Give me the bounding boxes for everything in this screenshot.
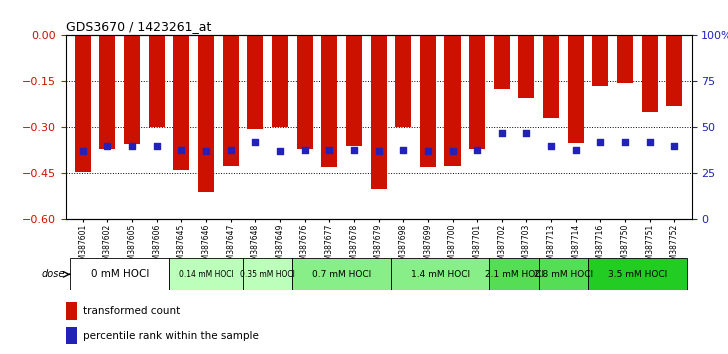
Point <box>200 149 212 154</box>
Bar <box>666 35 682 106</box>
Point <box>496 130 507 136</box>
Point <box>373 149 384 154</box>
Bar <box>321 35 337 167</box>
Text: 1.4 mM HOCl: 1.4 mM HOCl <box>411 270 470 279</box>
Bar <box>593 35 609 86</box>
Bar <box>248 35 264 129</box>
Point <box>225 147 237 152</box>
Point <box>422 149 434 154</box>
Point <box>77 149 89 154</box>
Bar <box>445 35 461 166</box>
Bar <box>75 35 91 172</box>
Point <box>298 147 310 152</box>
Bar <box>198 35 214 192</box>
Text: GDS3670 / 1423261_at: GDS3670 / 1423261_at <box>66 20 211 33</box>
Bar <box>243 258 292 290</box>
Point <box>595 139 606 145</box>
Text: 0.7 mM HOCl: 0.7 mM HOCl <box>312 270 371 279</box>
Bar <box>272 35 288 127</box>
Point <box>447 149 459 154</box>
Bar <box>518 35 534 98</box>
Text: percentile rank within the sample: percentile rank within the sample <box>83 331 259 341</box>
Bar <box>149 35 165 127</box>
Point <box>102 143 114 149</box>
Bar <box>66 327 76 344</box>
Bar <box>292 258 391 290</box>
Bar <box>223 35 239 166</box>
Text: 2.1 mM HOCl: 2.1 mM HOCl <box>485 270 544 279</box>
Point <box>471 147 483 152</box>
Bar <box>588 258 687 290</box>
Bar <box>568 35 584 143</box>
Bar <box>469 35 485 149</box>
Bar <box>641 35 657 112</box>
Bar <box>391 258 489 290</box>
Point <box>348 147 360 152</box>
Point <box>570 147 582 152</box>
Bar <box>173 35 189 170</box>
Text: transformed count: transformed count <box>83 306 181 316</box>
Bar <box>346 35 362 146</box>
Text: 2.8 mM HOCl: 2.8 mM HOCl <box>534 270 593 279</box>
Bar <box>489 258 539 290</box>
Point <box>126 143 138 149</box>
Bar <box>420 35 436 167</box>
Bar <box>371 35 387 189</box>
Point <box>397 147 409 152</box>
Bar <box>66 302 76 320</box>
Point <box>274 149 286 154</box>
Point <box>620 139 631 145</box>
Bar <box>296 35 312 149</box>
Point <box>151 143 162 149</box>
Point <box>545 143 557 149</box>
Text: 0.14 mM HOCl: 0.14 mM HOCl <box>178 270 234 279</box>
Point <box>323 147 335 152</box>
Bar <box>124 35 140 144</box>
Text: 3.5 mM HOCl: 3.5 mM HOCl <box>608 270 667 279</box>
Bar <box>539 258 588 290</box>
Point <box>644 139 655 145</box>
Text: 0.35 mM HOCl: 0.35 mM HOCl <box>240 270 295 279</box>
Text: dose: dose <box>41 269 65 279</box>
Point <box>250 139 261 145</box>
Point <box>668 143 680 149</box>
Bar <box>617 35 633 83</box>
Point <box>175 147 187 152</box>
Bar <box>395 35 411 127</box>
Bar <box>494 35 510 89</box>
Text: 0 mM HOCl: 0 mM HOCl <box>90 269 149 279</box>
Bar <box>71 258 169 290</box>
Point <box>521 130 532 136</box>
Bar <box>100 35 116 149</box>
Bar <box>169 258 243 290</box>
Bar <box>543 35 559 118</box>
